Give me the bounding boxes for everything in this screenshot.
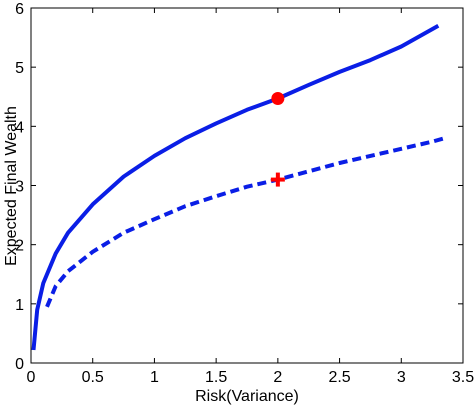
x-axis-title: Risk(Variance) bbox=[195, 388, 299, 405]
y-tick-label: 2 bbox=[15, 238, 24, 255]
x-tick-label: 0 bbox=[27, 369, 36, 386]
x-tick-label: 3 bbox=[397, 369, 406, 386]
y-tick-label: 3 bbox=[15, 179, 24, 196]
y-tick-label: 6 bbox=[15, 1, 24, 18]
series-line-dashed bbox=[45, 136, 446, 308]
x-tick-label: 1.5 bbox=[205, 369, 227, 386]
x-tick-label: 0.5 bbox=[82, 369, 104, 386]
ticks: 0 0.5 1 1.5 2 2.5 3 3.5 0 1 2 3 4 5 6 bbox=[15, 1, 474, 386]
x-tick-label: 1 bbox=[150, 369, 159, 386]
x-tick-label: 2.5 bbox=[328, 369, 350, 386]
plus-marker bbox=[270, 172, 285, 187]
x-tick-label: 3.5 bbox=[452, 369, 474, 386]
x-tick-label: 2 bbox=[273, 369, 282, 386]
series-layer bbox=[31, 24, 446, 351]
y-tick-label: 1 bbox=[15, 297, 24, 314]
marker-layer bbox=[270, 92, 285, 187]
y-axis-title: Expected Final Wealth bbox=[3, 106, 20, 266]
y-tick-label: 5 bbox=[15, 60, 24, 77]
series-line-solid bbox=[31, 24, 440, 351]
y-tick-label: 4 bbox=[15, 119, 24, 136]
circle-marker bbox=[271, 92, 285, 106]
y-tick-label: 0 bbox=[15, 356, 24, 373]
